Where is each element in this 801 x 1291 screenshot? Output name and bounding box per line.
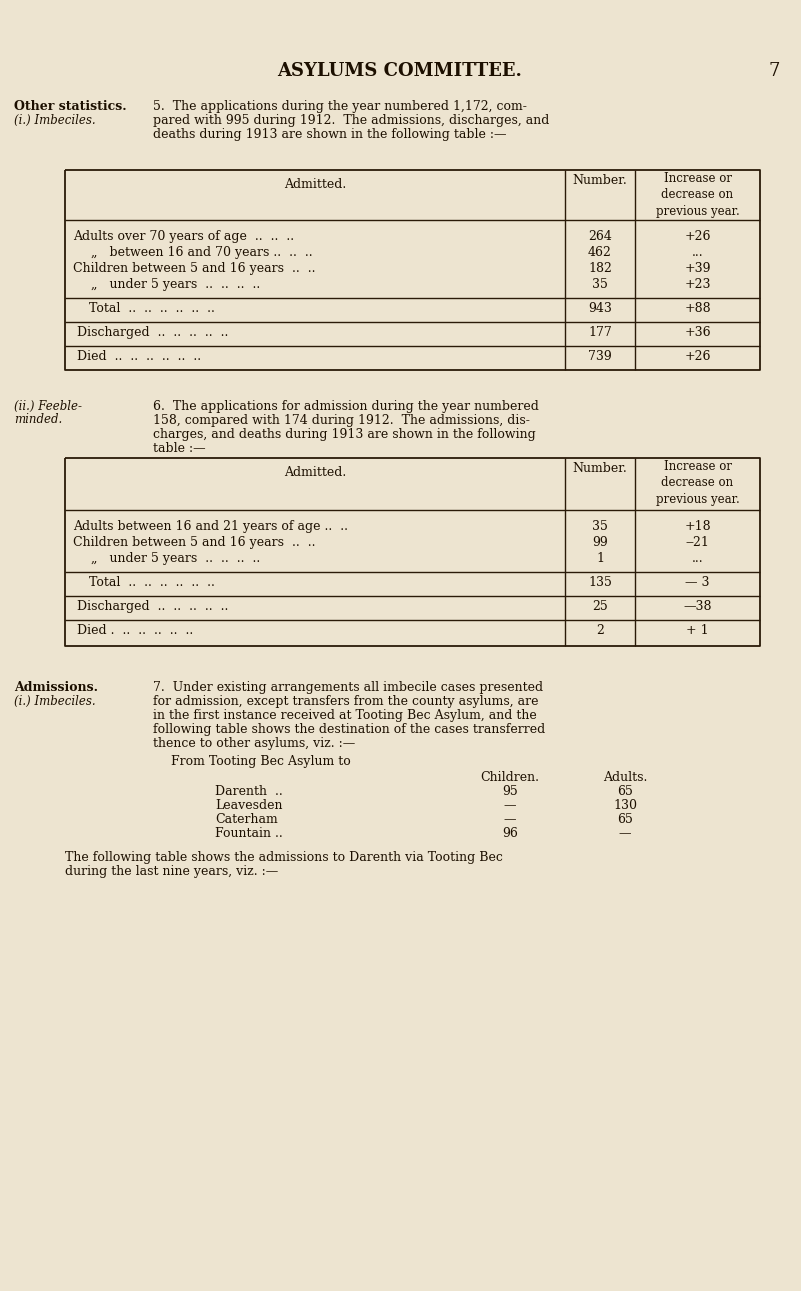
Text: Adults between 16 and 21 years of age ..  ..: Adults between 16 and 21 years of age ..… xyxy=(73,520,348,533)
Text: +36: +36 xyxy=(684,327,710,340)
Text: 35: 35 xyxy=(592,520,608,533)
Text: — 3: — 3 xyxy=(685,576,710,589)
Text: Caterham: Caterham xyxy=(215,813,278,826)
Text: in the first instance received at Tooting Bec Asylum, and the: in the first instance received at Tootin… xyxy=(153,709,537,722)
Text: ...: ... xyxy=(692,553,703,565)
Text: 65: 65 xyxy=(617,785,633,798)
Text: +26: +26 xyxy=(684,350,710,363)
Text: 35: 35 xyxy=(592,278,608,290)
Text: —38: —38 xyxy=(683,600,712,613)
Text: Admitted.: Admitted. xyxy=(284,178,346,191)
Text: 6.  The applications for admission during the year numbered: 6. The applications for admission during… xyxy=(153,400,539,413)
Text: (i.) Imbeciles.: (i.) Imbeciles. xyxy=(14,695,95,707)
Text: ...: ... xyxy=(692,247,703,259)
Text: thence to other asylums, viz. :—: thence to other asylums, viz. :— xyxy=(153,737,356,750)
Text: Children between 5 and 16 years  ..  ..: Children between 5 and 16 years .. .. xyxy=(73,536,316,549)
Text: 130: 130 xyxy=(613,799,637,812)
Text: +26: +26 xyxy=(684,230,710,243)
Text: 96: 96 xyxy=(502,828,518,840)
Text: Increase or
decrease on
previous year.: Increase or decrease on previous year. xyxy=(656,460,739,506)
Text: The following table shows the admissions to Darenth via Tooting Bec: The following table shows the admissions… xyxy=(65,851,503,864)
Text: Leavesden: Leavesden xyxy=(215,799,283,812)
Text: „   under 5 years  ..  ..  ..  ..: „ under 5 years .. .. .. .. xyxy=(91,553,260,565)
Text: Admissions.: Admissions. xyxy=(14,680,98,695)
Text: ‒21: ‒21 xyxy=(686,536,710,549)
Text: 158, compared with 174 during 1912.  The admissions, dis-: 158, compared with 174 during 1912. The … xyxy=(153,414,530,427)
Text: for admission, except transfers from the county asylums, are: for admission, except transfers from the… xyxy=(153,695,538,707)
Text: „   between 16 and 70 years ..  ..  ..: „ between 16 and 70 years .. .. .. xyxy=(91,247,312,259)
Text: Fountain ..: Fountain .. xyxy=(215,828,283,840)
Text: deaths during 1913 are shown in the following table :—: deaths during 1913 are shown in the foll… xyxy=(153,128,506,141)
Text: Other statistics.: Other statistics. xyxy=(14,99,127,114)
Text: +88: +88 xyxy=(684,302,710,315)
Text: 462: 462 xyxy=(588,247,612,259)
Text: (i.) Imbeciles.: (i.) Imbeciles. xyxy=(14,114,95,127)
Text: Died  ..  ..  ..  ..  ..  ..: Died .. .. .. .. .. .. xyxy=(77,350,201,363)
Text: Total  ..  ..  ..  ..  ..  ..: Total .. .. .. .. .. .. xyxy=(89,302,215,315)
Text: charges, and deaths during 1913 are shown in the following: charges, and deaths during 1913 are show… xyxy=(153,429,536,442)
Text: (ii.) Feeble-: (ii.) Feeble- xyxy=(14,400,82,413)
Text: From Tooting Bec Asylum to: From Tooting Bec Asylum to xyxy=(171,755,351,768)
Text: —: — xyxy=(504,799,517,812)
Text: 95: 95 xyxy=(502,785,518,798)
Text: 739: 739 xyxy=(588,350,612,363)
Text: 943: 943 xyxy=(588,302,612,315)
Text: + 1: + 1 xyxy=(686,624,709,636)
Text: 1: 1 xyxy=(596,553,604,565)
Text: Died .  ..  ..  ..  ..  ..: Died . .. .. .. .. .. xyxy=(77,624,193,636)
Text: Children.: Children. xyxy=(481,771,540,784)
Text: Adults.: Adults. xyxy=(603,771,647,784)
Text: 2: 2 xyxy=(596,624,604,636)
Text: 135: 135 xyxy=(588,576,612,589)
Text: Admitted.: Admitted. xyxy=(284,466,346,479)
Text: Discharged  ..  ..  ..  ..  ..: Discharged .. .. .. .. .. xyxy=(77,327,228,340)
Text: Total  ..  ..  ..  ..  ..  ..: Total .. .. .. .. .. .. xyxy=(89,576,215,589)
Text: minded.: minded. xyxy=(14,413,62,426)
Text: Number.: Number. xyxy=(573,462,627,475)
Text: 7: 7 xyxy=(768,62,779,80)
Text: Number.: Number. xyxy=(573,174,627,187)
Text: pared with 995 during 1912.  The admissions, discharges, and: pared with 995 during 1912. The admissio… xyxy=(153,114,549,127)
Text: Discharged  ..  ..  ..  ..  ..: Discharged .. .. .. .. .. xyxy=(77,600,228,613)
Text: Increase or
decrease on
previous year.: Increase or decrease on previous year. xyxy=(656,172,739,218)
Text: 65: 65 xyxy=(617,813,633,826)
Text: —: — xyxy=(618,828,631,840)
Text: 99: 99 xyxy=(592,536,608,549)
Text: 182: 182 xyxy=(588,262,612,275)
Text: „   under 5 years  ..  ..  ..  ..: „ under 5 years .. .. .. .. xyxy=(91,278,260,290)
Text: during the last nine years, viz. :—: during the last nine years, viz. :— xyxy=(65,865,278,878)
Text: ASYLUMS COMMITTEE.: ASYLUMS COMMITTEE. xyxy=(278,62,522,80)
Text: 5.  The applications during the year numbered 1,172, com-: 5. The applications during the year numb… xyxy=(153,99,527,114)
Text: following table shows the destination of the cases transferred: following table shows the destination of… xyxy=(153,723,545,736)
Text: 7.  Under existing arrangements all imbecile cases presented: 7. Under existing arrangements all imbec… xyxy=(153,680,543,695)
Text: table :—: table :— xyxy=(153,442,206,454)
Text: Children between 5 and 16 years  ..  ..: Children between 5 and 16 years .. .. xyxy=(73,262,316,275)
Text: +23: +23 xyxy=(684,278,710,290)
Text: +18: +18 xyxy=(684,520,710,533)
Text: Adults over 70 years of age  ..  ..  ..: Adults over 70 years of age .. .. .. xyxy=(73,230,294,243)
Text: Darenth  ..: Darenth .. xyxy=(215,785,283,798)
Text: +39: +39 xyxy=(684,262,710,275)
Text: —: — xyxy=(504,813,517,826)
Text: 264: 264 xyxy=(588,230,612,243)
Text: 25: 25 xyxy=(592,600,608,613)
Text: 177: 177 xyxy=(588,327,612,340)
